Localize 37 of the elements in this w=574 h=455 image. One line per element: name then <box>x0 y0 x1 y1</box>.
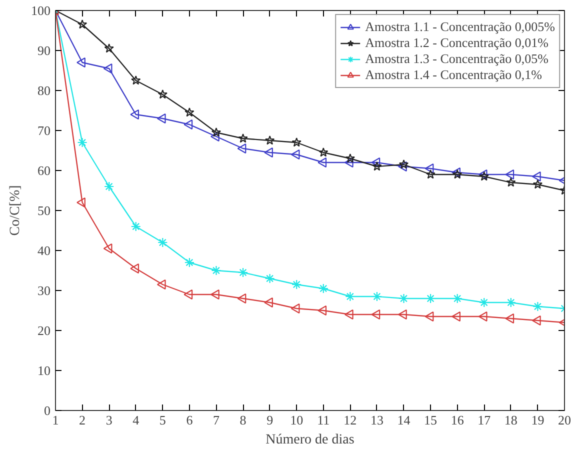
x-tick-label: 14 <box>397 412 411 428</box>
legend-label: Amostra 1.3 - Concentração 0,05% <box>365 51 548 67</box>
x-tick-label: 19 <box>531 412 544 428</box>
x-axis-title: Número de dias <box>266 432 354 448</box>
y-axis-title: Co/C[%] <box>8 185 23 236</box>
x-tick-label: 1 <box>52 412 59 428</box>
y-tick-label: 100 <box>31 3 50 18</box>
y-tick-label: 40 <box>38 243 50 258</box>
legend-label: Amostra 1.2 - Concentração 0,01% <box>365 35 548 51</box>
y-tick-label: 30 <box>38 283 50 298</box>
x-tick-label: 2 <box>79 412 86 428</box>
y-tick-label: 60 <box>38 163 50 178</box>
x-tick-label: 6 <box>186 412 194 428</box>
x-tick-label: 7 <box>212 412 220 428</box>
x-tick-label: 12 <box>344 412 357 428</box>
y-tick-label: 10 <box>38 363 50 378</box>
legend-label: Amostra 1.1 - Concentração 0,005% <box>365 19 555 35</box>
x-tick-label: 9 <box>266 412 274 428</box>
x-tick-label: 18 <box>504 412 518 428</box>
x-tick-label: 5 <box>159 412 166 428</box>
x-tick-label: 4 <box>132 412 140 428</box>
y-tick-label: 70 <box>38 123 50 138</box>
x-tick-label: 15 <box>424 412 438 428</box>
y-tick-label: 0 <box>44 403 50 418</box>
y-tick-label: 80 <box>38 83 50 98</box>
x-tick-label: 8 <box>240 412 246 428</box>
x-tick-label: 13 <box>370 412 384 428</box>
x-tick-label: 17 <box>478 412 492 428</box>
legend-label: Amostra 1.4 - Concentração 0,1% <box>365 67 542 83</box>
x-tick-label: 20 <box>558 412 571 428</box>
y-tick-label: 50 <box>38 203 50 218</box>
x-tick-label: 11 <box>317 412 330 428</box>
x-tick-label: 16 <box>450 412 464 428</box>
x-tick-label: 3 <box>106 412 112 428</box>
y-tick-label: 20 <box>38 323 50 338</box>
y-tick-label: 90 <box>38 43 50 58</box>
x-tick-label: 10 <box>290 412 304 428</box>
